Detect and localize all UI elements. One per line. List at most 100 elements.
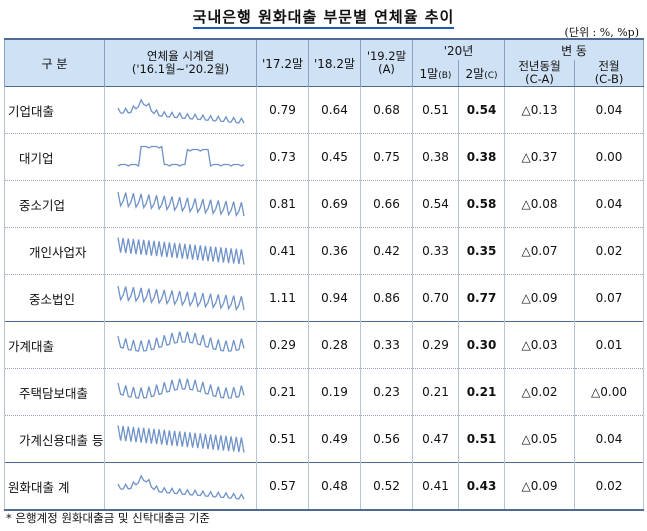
cell-20-1: 0.29	[412, 321, 459, 369]
row-label: 가계신용대출 등	[4, 415, 105, 463]
row-label: 대기업	[4, 133, 105, 181]
header-yoy: 전년동월 (C-A)	[504, 60, 576, 87]
cell-mom: 0.02	[574, 462, 645, 511]
sparkline-line	[116, 98, 245, 124]
sparkline	[104, 321, 257, 369]
cell-20-2: 0.58	[457, 180, 506, 228]
cell-18: 0.94	[308, 274, 361, 322]
cell-mom: △0.00	[574, 368, 645, 416]
sparkline-line	[116, 331, 245, 352]
table-row: 가계대출 0.29 0.28 0.33 0.29 0.30 △0.03 0.01	[4, 321, 645, 369]
sparkline	[104, 227, 257, 275]
row-label: 기업대출	[4, 86, 105, 134]
sparkline	[104, 462, 257, 511]
cell-19: 0.52	[360, 462, 413, 511]
row-label: 중소법인	[4, 274, 105, 322]
cell-mom: 0.02	[574, 227, 645, 275]
cell-mom: 0.07	[574, 274, 645, 322]
row-label: 개인사업자	[4, 227, 105, 275]
sparkline-line	[117, 145, 244, 168]
cell-19: 0.33	[360, 321, 413, 369]
cell-20-2: 0.30	[457, 321, 506, 369]
cell-20-2: 0.51	[457, 415, 506, 463]
sparkline	[104, 133, 257, 181]
sparkline-svg	[116, 98, 245, 124]
table-row: 개인사업자 0.41 0.36 0.42 0.33 0.35 △0.07 0.0…	[4, 227, 645, 275]
cell-17: 0.73	[256, 133, 309, 181]
cell-17: 0.41	[256, 227, 309, 275]
cell-17: 0.57	[256, 462, 309, 511]
cell-yoy: △0.13	[504, 86, 576, 134]
sparkline-line	[116, 237, 245, 265]
sparkline-svg	[116, 331, 245, 352]
cell-19: 0.66	[360, 180, 413, 228]
cell-19: 0.75	[360, 133, 413, 181]
cell-20-1: 0.54	[412, 180, 459, 228]
cell-20-2: 0.35	[457, 227, 506, 275]
cell-19: 0.86	[360, 274, 413, 322]
cell-18: 0.19	[308, 368, 361, 416]
header-group-change: 변 동	[504, 38, 645, 60]
cell-20-1: 0.47	[412, 415, 459, 463]
cell-17: 0.51	[256, 415, 309, 463]
sparkline-line	[116, 474, 245, 500]
cell-20-1: 0.41	[412, 462, 459, 511]
table-row: 기업대출 0.79 0.64 0.68 0.51 0.54 △0.13 0.04	[4, 86, 645, 134]
cell-mom: 0.04	[574, 86, 645, 134]
header-series: 연체율 시계열 ('16.1월~'20.2월)	[104, 38, 257, 87]
cell-18: 0.28	[308, 321, 361, 369]
sparkline-line	[116, 425, 245, 453]
header-18: '18.2말	[308, 38, 361, 87]
header-mom: 전월 (C-B)	[574, 60, 645, 87]
sparkline	[104, 86, 257, 134]
cell-yoy: △0.07	[504, 227, 576, 275]
cell-17: 0.79	[256, 86, 309, 134]
sparkline	[104, 180, 257, 228]
table-row: 중소법인 1.11 0.94 0.86 0.70 0.77 △0.09 0.07	[4, 274, 645, 322]
sparkline-svg	[116, 378, 245, 399]
cell-mom: 0.04	[574, 415, 645, 463]
cell-20-1: 0.21	[412, 368, 459, 416]
cell-18: 0.48	[308, 462, 361, 511]
cell-20-2: 0.21	[457, 368, 506, 416]
cell-yoy: △0.09	[504, 462, 576, 511]
cell-yoy: △0.37	[504, 133, 576, 181]
cell-18: 0.49	[308, 415, 361, 463]
cell-20-1: 0.70	[412, 274, 459, 322]
cell-19: 0.56	[360, 415, 413, 463]
row-label: 가계대출	[4, 321, 105, 369]
sparkline-svg	[116, 474, 245, 500]
cell-mom: 0.00	[574, 133, 645, 181]
sparkline	[104, 415, 257, 463]
table-title: 국내은행 원화대출 부문별 연체율 추이	[0, 6, 647, 29]
row-label: 주택담보대출	[4, 368, 105, 416]
cell-19: 0.23	[360, 368, 413, 416]
cell-yoy: △0.03	[504, 321, 576, 369]
sparkline	[104, 274, 257, 322]
cell-20-2: 0.77	[457, 274, 506, 322]
cell-yoy: △0.08	[504, 180, 576, 228]
sparkline-line	[116, 285, 245, 312]
header-17: '17.2말	[256, 38, 309, 87]
header-20-1: 1말(B)	[412, 60, 459, 87]
cell-20-1: 0.33	[412, 227, 459, 275]
table-row: 가계신용대출 등 0.51 0.49 0.56 0.47 0.51 △0.05 …	[4, 415, 645, 463]
row-label: 중소기업	[4, 180, 105, 228]
sparkline-svg	[116, 237, 245, 265]
cell-18: 0.64	[308, 86, 361, 134]
cell-20-2: 0.43	[457, 462, 506, 511]
sparkline-line	[116, 378, 245, 399]
footnote: * 은행계정 원화대출금 및 신탁대출금 기준	[6, 511, 210, 525]
table-row: 원화대출 계 0.57 0.48 0.52 0.41 0.43 △0.09 0.…	[4, 462, 645, 511]
table-row: 대기업 0.73 0.45 0.75 0.38 0.38 △0.37 0.00	[4, 133, 645, 181]
cell-17: 1.11	[256, 274, 309, 322]
header-category: 구 분	[4, 38, 105, 87]
table-row: 주택담보대출 0.21 0.19 0.23 0.21 0.21 △0.02 △0…	[4, 368, 645, 416]
cell-19: 0.42	[360, 227, 413, 275]
sparkline-svg	[116, 425, 245, 453]
cell-20-2: 0.38	[457, 133, 506, 181]
delinquency-table: 구 분 연체율 시계열 ('16.1월~'20.2월) '17.2말 '18.2말…	[4, 38, 645, 511]
sparkline-svg	[117, 145, 244, 168]
row-label: 원화대출 계	[4, 462, 105, 511]
unit-note: (단위 : %, %p)	[564, 26, 639, 39]
